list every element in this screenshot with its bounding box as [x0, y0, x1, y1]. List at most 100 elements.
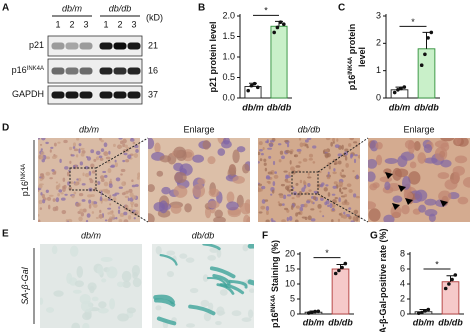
- cell: [170, 204, 182, 214]
- panel-letter: B: [198, 3, 205, 14]
- data-point: [337, 268, 341, 273]
- cell: [200, 299, 210, 307]
- cell: [286, 209, 290, 213]
- cell: [104, 219, 108, 222]
- kd-label: 16: [148, 65, 158, 75]
- x-tick-label: db/db: [414, 102, 439, 112]
- y-tick-label: 3: [376, 10, 381, 20]
- cell: [67, 181, 70, 186]
- cell: [231, 310, 242, 317]
- cell: [158, 200, 168, 214]
- cell: [40, 173, 44, 176]
- cell: [285, 185, 290, 191]
- blot-band: [113, 91, 127, 99]
- cell: [71, 194, 75, 199]
- cell: [121, 181, 127, 187]
- cell: [349, 138, 354, 141]
- cell: [40, 297, 44, 305]
- cell: [116, 281, 124, 288]
- stain: [188, 304, 216, 316]
- cell: [131, 179, 134, 183]
- cell: [328, 165, 331, 170]
- cell: [75, 154, 79, 158]
- y-axis-label-part: Staining (%): [270, 240, 280, 295]
- cell: [100, 139, 104, 143]
- cell: [286, 143, 290, 148]
- cell: [277, 143, 282, 146]
- y-tick-label: 5: [290, 293, 295, 303]
- cell: [368, 201, 377, 210]
- cell: [121, 270, 132, 282]
- cell: [57, 141, 61, 144]
- zoom-line: [317, 193, 369, 223]
- blot-band: [65, 67, 79, 75]
- cell: [285, 149, 291, 154]
- data-point: [249, 83, 254, 88]
- cell: [134, 184, 139, 187]
- cell: [286, 180, 291, 184]
- data-point: [340, 265, 344, 270]
- data-point: [423, 309, 427, 313]
- cell: [61, 210, 67, 215]
- cell: [73, 182, 79, 186]
- cell: [261, 185, 266, 190]
- cell: [51, 245, 58, 255]
- cell: [343, 211, 346, 215]
- y-tick-label: 2.0: [222, 10, 235, 20]
- cell: [197, 178, 206, 185]
- error-bar: [422, 31, 431, 49]
- cell: [289, 160, 292, 165]
- blot-band: [79, 67, 93, 75]
- cell: [106, 266, 118, 279]
- cell: [281, 155, 285, 160]
- cell: [330, 141, 333, 147]
- cell: [86, 156, 92, 161]
- cell: [281, 219, 286, 222]
- cell: [327, 204, 330, 208]
- cell: [122, 138, 127, 144]
- cell: [215, 320, 222, 326]
- cell: [338, 212, 342, 216]
- cell: [308, 153, 314, 158]
- cell: [48, 194, 54, 197]
- cell: [62, 177, 66, 182]
- cell: [338, 184, 343, 188]
- y-tick-label: 2: [376, 38, 381, 48]
- cell: [134, 203, 139, 208]
- y-tick-label: 0: [400, 308, 405, 318]
- y-tick-label: 2: [400, 293, 405, 303]
- cell: [340, 174, 346, 178]
- cell: [267, 181, 271, 185]
- cell: [368, 171, 376, 182]
- x-tick-label: db/m: [242, 102, 264, 112]
- bar: [441, 281, 460, 315]
- row-label-part: p21: [29, 40, 44, 50]
- data-point: [423, 52, 427, 57]
- cell: [88, 199, 92, 204]
- panel-letter: E: [2, 229, 9, 240]
- lane-label: 3: [83, 19, 88, 29]
- cell: [306, 138, 312, 140]
- cell: [55, 197, 60, 203]
- cell: [283, 170, 288, 173]
- cell: [173, 146, 187, 159]
- cell: [109, 194, 112, 199]
- stain: [202, 244, 221, 251]
- cell: [55, 205, 59, 211]
- cell: [46, 196, 52, 201]
- cell: [159, 155, 172, 163]
- y-axis-label-part: INK4A: [348, 56, 354, 75]
- cell: [312, 145, 317, 149]
- bar: [417, 48, 436, 99]
- cell: [53, 142, 57, 147]
- panel-letter: D: [2, 123, 9, 134]
- cell: [114, 192, 120, 195]
- cell: [268, 155, 272, 159]
- cell: [303, 180, 306, 185]
- cell: [93, 186, 96, 190]
- micrograph: [40, 244, 142, 328]
- panel-letter: C: [338, 3, 345, 14]
- cell: [354, 154, 358, 157]
- cell: [76, 178, 79, 181]
